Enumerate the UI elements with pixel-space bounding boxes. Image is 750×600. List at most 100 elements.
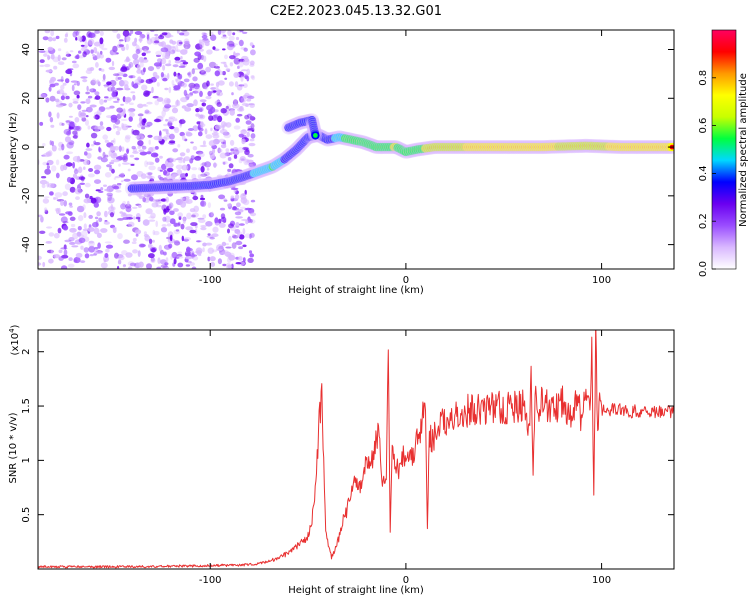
noise-cell <box>65 32 69 36</box>
noise-cell <box>247 257 254 263</box>
noise-cell <box>118 145 122 152</box>
noise-cell <box>216 174 223 178</box>
noise-cell <box>210 83 214 86</box>
noise-cell <box>164 54 170 60</box>
snr-series-line <box>38 330 674 569</box>
noise-cell <box>138 149 145 153</box>
noise-cell <box>93 164 102 170</box>
y-tick-label: 1.5 <box>21 398 32 414</box>
noise-cell <box>176 223 181 227</box>
noise-cell <box>209 152 215 160</box>
noise-cell <box>51 145 57 152</box>
noise-cell <box>105 57 112 63</box>
colorbar-tick-label: 0.2 <box>698 213 709 229</box>
noise-cell <box>151 202 159 208</box>
noise-cell <box>127 109 134 114</box>
noise-cell <box>65 120 70 123</box>
noise-cell <box>163 169 167 176</box>
noise-cell <box>248 142 256 147</box>
noise-cell <box>88 214 93 219</box>
noise-cell <box>154 33 159 37</box>
noise-cell <box>85 148 93 152</box>
noise-cell <box>131 241 137 244</box>
noise-cell <box>93 140 97 145</box>
noise-cell <box>213 162 217 168</box>
noise-cell <box>132 53 139 60</box>
noise-cell <box>153 40 160 44</box>
noise-cell <box>249 233 252 239</box>
noise-cell <box>137 145 141 150</box>
noise-cell <box>184 256 193 260</box>
noise-cell <box>72 232 79 240</box>
noise-cell <box>80 230 88 238</box>
noise-cell <box>132 206 138 209</box>
noise-cell <box>229 109 235 116</box>
noise-cell <box>181 82 187 88</box>
noise-cell <box>217 80 225 86</box>
noise-cell <box>214 124 222 130</box>
noise-cell <box>78 237 86 244</box>
noise-cell <box>94 91 100 96</box>
noise-cell <box>181 235 184 242</box>
noise-cell <box>160 47 169 53</box>
noise-cell <box>78 166 83 174</box>
noise-cell <box>120 66 128 72</box>
noise-cell <box>139 151 148 156</box>
noise-cell <box>139 243 146 248</box>
noise-cell <box>200 121 204 126</box>
noise-cell <box>147 192 155 197</box>
noise-cell <box>167 191 174 197</box>
noise-cell <box>202 242 207 247</box>
spectrogram-x-ticks: -100 0 100 <box>199 30 611 286</box>
noise-cell <box>116 265 120 269</box>
noise-cell <box>129 112 135 118</box>
spectrogram-frame <box>37 29 675 270</box>
noise-cell <box>57 79 64 82</box>
noise-cell <box>93 227 100 235</box>
colorbar-gradient <box>711 29 737 270</box>
noise-cell <box>146 38 153 45</box>
noise-cell <box>250 49 256 56</box>
noise-cell <box>102 134 108 140</box>
noise-cell <box>175 164 184 170</box>
noise-cell <box>211 233 219 238</box>
noise-cell <box>239 30 244 33</box>
y-tick-label: -20 <box>21 188 32 204</box>
noise-cell <box>147 66 155 72</box>
noise-cell <box>166 236 173 240</box>
noise-cell <box>170 255 173 260</box>
noise-cell <box>184 40 190 44</box>
noise-cell <box>155 220 158 227</box>
noise-cell <box>237 65 240 69</box>
noise-cell <box>225 246 232 249</box>
noise-cell <box>200 225 207 228</box>
noise-cell <box>111 140 115 143</box>
noise-cell <box>219 149 223 153</box>
noise-cell <box>205 242 213 246</box>
noise-cell <box>228 35 235 41</box>
noise-cell <box>48 258 54 264</box>
noise-cell <box>200 200 205 207</box>
noise-cell <box>44 30 51 34</box>
noise-cell <box>231 233 237 239</box>
noise-cell <box>208 140 216 147</box>
noise-cell <box>199 70 206 75</box>
noise-cell <box>68 257 73 261</box>
noise-cell <box>196 240 201 243</box>
snr-scale-factor: (x104) <box>8 324 21 355</box>
noise-cell <box>104 139 109 143</box>
noise-cell <box>105 244 114 249</box>
noise-cell <box>123 239 130 244</box>
noise-cell <box>87 227 95 232</box>
noise-cell <box>114 125 119 129</box>
noise-cell <box>151 248 156 253</box>
noise-cell <box>82 79 88 83</box>
noise-cell <box>180 97 188 103</box>
spectrogram-ridge-layer <box>124 113 674 196</box>
noise-cell <box>199 99 207 103</box>
noise-cell <box>172 128 178 131</box>
noise-cell <box>87 173 95 178</box>
noise-cell <box>156 58 163 63</box>
noise-cell <box>125 35 131 42</box>
noise-cell <box>213 90 217 93</box>
